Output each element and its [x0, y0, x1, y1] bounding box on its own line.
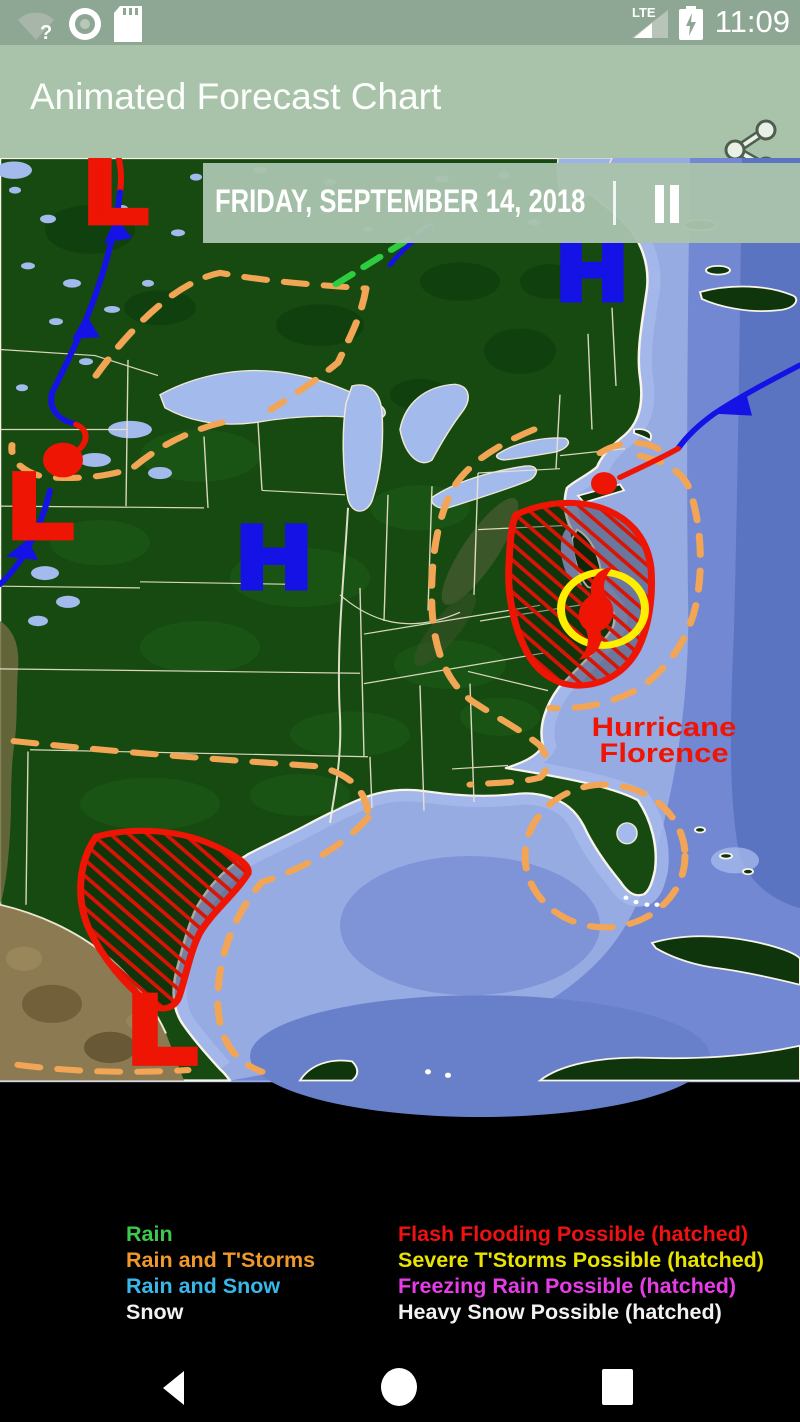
legend-hazard-types: Flash Flooding Possible (hatched) Severe… — [398, 1221, 764, 1325]
great-lakes — [159, 370, 638, 845]
legend-item: Heavy Snow Possible (hatched) — [398, 1300, 722, 1324]
legend-item: Freezing Rain Possible (hatched) — [398, 1274, 737, 1298]
battery-charging-icon — [679, 6, 703, 40]
date-banner[interactable]: FRIDAY, SEPTEMBER 14, 2018 — [203, 163, 800, 243]
rain-boundary — [332, 222, 434, 288]
low-pressure-label: L — [86, 158, 147, 240]
recents-button[interactable] — [602, 1369, 633, 1405]
cape-cod — [633, 428, 652, 442]
legend-item: Severe T'Storms Possible (hatched) — [398, 1248, 764, 1272]
signal-strength-icon — [632, 10, 668, 38]
pause-button[interactable] — [655, 163, 703, 243]
app-header: Animated Forecast Chart — [0, 45, 800, 178]
banner-divider — [613, 181, 616, 225]
legend-item: Flash Flooding Possible (hatched) — [398, 1222, 748, 1246]
pause-icon — [655, 185, 664, 223]
forecast-date-label: FRIDAY, SEPTEMBER 14, 2018 — [215, 183, 586, 219]
legend-item: Rain and T'Storms — [126, 1248, 316, 1272]
data-saver-icon — [69, 8, 101, 40]
svg-text:Hurricane: Hurricane — [592, 713, 737, 743]
hurricane-name-label: Hurricane Florence — [592, 713, 737, 769]
wifi-question-icon: ? — [18, 12, 54, 42]
low-pressure-label: L — [10, 457, 72, 556]
hurricane-icon — [578, 566, 614, 660]
cuba — [650, 935, 800, 986]
legend-precip-types: Rain Rain and T'Storms Rain and Snow Sno… — [126, 1221, 315, 1325]
pause-icon — [670, 185, 679, 223]
network-type-label: LTE — [632, 5, 656, 20]
flash-flood-area-carolinas — [505, 499, 655, 689]
status-bar: ? LTE 11:09 — [0, 0, 800, 45]
state-borders — [0, 307, 626, 905]
sd-card-icon — [114, 6, 142, 42]
svg-text:Florence: Florence — [599, 739, 728, 769]
low-center-marker — [43, 442, 83, 478]
yucatan-tip — [298, 1059, 359, 1082]
legend-item: Rain — [126, 1222, 173, 1246]
mexico-terrain — [0, 904, 184, 1081]
flash-flood-area-texas — [77, 827, 252, 1012]
android-nav-bar — [0, 1352, 800, 1422]
forecast-map[interactable]: L H H L L Hurricane Florence — [0, 138, 800, 1218]
forecast-map-image: L H H L L Hurricane Florence — [0, 138, 800, 1118]
caribbean-land — [537, 1044, 800, 1082]
home-button[interactable] — [381, 1368, 417, 1406]
rain-tstorm-boundaries — [8, 269, 704, 1075]
warm-front-marker — [591, 472, 617, 495]
legend-item: Snow — [126, 1300, 184, 1324]
nova-scotia — [698, 285, 798, 312]
low-pressure-label: L — [130, 977, 196, 1082]
page-title: Animated Forecast Chart — [30, 76, 442, 117]
legend-item: Rain and Snow — [126, 1274, 281, 1298]
svg-text:?: ? — [40, 22, 52, 42]
map-legend: Rain Rain and T'Storms Rain and Snow Sno… — [0, 1218, 800, 1352]
back-button[interactable] — [156, 1368, 196, 1408]
clock: 11:09 — [714, 4, 790, 39]
high-pressure-label: H — [238, 508, 310, 605]
